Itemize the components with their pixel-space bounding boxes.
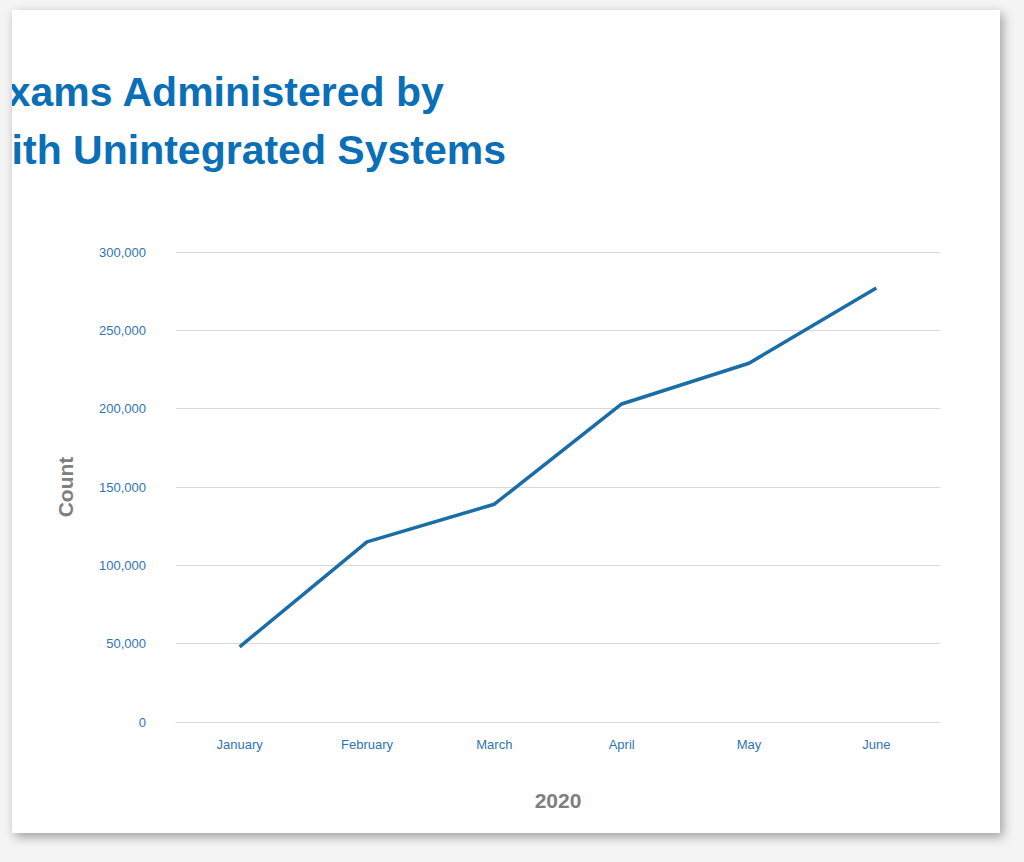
svg-text:January: January bbox=[217, 737, 264, 752]
svg-text:June: June bbox=[862, 737, 890, 752]
svg-text:May: May bbox=[737, 737, 762, 752]
svg-text:150,000: 150,000 bbox=[99, 480, 146, 495]
svg-text:250,000: 250,000 bbox=[99, 323, 146, 338]
svg-text:February: February bbox=[341, 737, 394, 752]
svg-text:300,000: 300,000 bbox=[99, 245, 146, 260]
svg-text:Online Exams Administered by: Online Exams Administered by bbox=[12, 69, 444, 115]
svg-text:March: March bbox=[476, 737, 512, 752]
svg-text:Count: Count bbox=[54, 457, 77, 518]
svg-text:2020: 2020 bbox=[535, 789, 582, 812]
svg-text:50,000: 50,000 bbox=[106, 636, 146, 651]
svg-text:April: April bbox=[609, 737, 635, 752]
svg-text:0: 0 bbox=[139, 715, 146, 730]
svg-text:Providers with Unintegrated Sy: Providers with Unintegrated Systems bbox=[12, 127, 506, 173]
svg-text:200,000: 200,000 bbox=[99, 401, 146, 416]
svg-text:100,000: 100,000 bbox=[99, 558, 146, 573]
